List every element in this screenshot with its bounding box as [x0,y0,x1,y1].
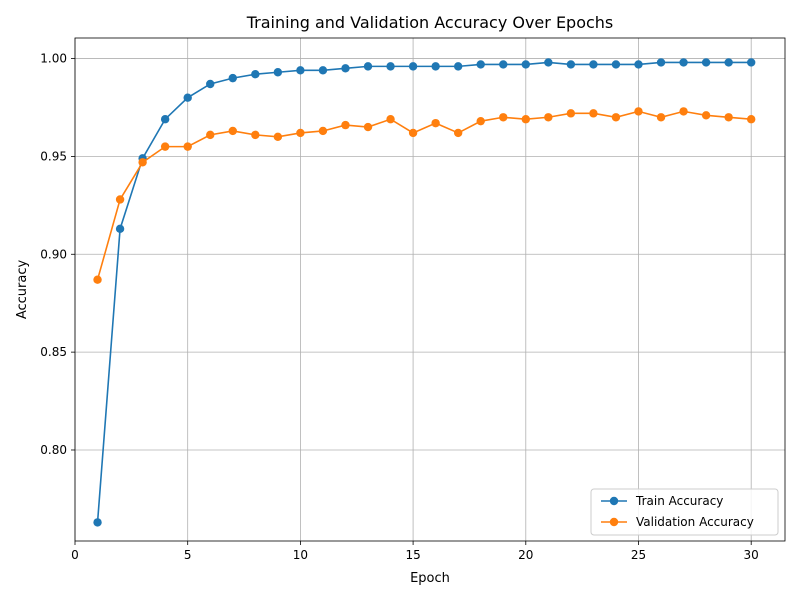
series-validation [93,107,756,284]
data-point [701,58,711,67]
legend-label: Train Accuracy [635,494,723,508]
legend-swatch-marker [609,517,619,527]
x-tick-label: 5 [184,548,192,562]
data-point [724,113,733,122]
legend-label: Validation Accuracy [636,515,754,529]
data-point [318,66,328,75]
data-point [138,158,147,167]
y-tick-label: 1.00 [40,52,67,66]
data-point [746,58,756,67]
data-point [544,58,553,67]
legend-swatch-marker [609,496,619,506]
data-point [206,79,215,89]
data-point [386,62,395,71]
data-point [521,115,530,124]
y-tick-label: 0.90 [40,247,67,261]
x-tick-label: 15 [405,548,420,562]
data-point [453,128,463,138]
x-axis-label: Epoch [410,571,450,586]
data-point [656,113,666,122]
data-point [634,107,643,116]
data-point [679,58,688,67]
plot-series [93,58,756,527]
data-point [408,62,418,71]
data-point [521,60,530,69]
data-point [431,62,440,71]
data-point [724,58,733,67]
x-tick-label: 0 [71,548,79,562]
data-point [341,64,350,73]
data-point [363,62,373,71]
data-point [701,111,711,120]
x-tick-label: 10 [293,548,308,562]
data-point [251,130,260,140]
data-point [476,60,485,69]
data-point [611,113,621,122]
legend: Train Accuracy Validation Accuracy [590,488,779,536]
data-point [296,128,305,138]
data-point [499,60,508,69]
legend-box [590,488,779,536]
data-point [566,109,576,118]
series-train [93,58,756,527]
data-point [341,120,350,130]
x-tick-label: 20 [518,548,533,562]
y-tick-label: 0.80 [40,443,67,457]
legend-swatch [601,496,627,506]
data-point [273,68,283,77]
x-tick-label: 30 [744,548,759,562]
grid [74,38,785,541]
data-point [499,113,508,122]
data-point [93,275,102,284]
data-point [273,132,283,142]
series-line [96,61,752,523]
data-point [206,130,215,140]
data-point [566,60,576,69]
data-point [183,142,192,151]
data-point [115,195,125,204]
data-point [589,109,598,118]
data-point [476,116,485,126]
y-tick-label: 0.85 [40,345,67,359]
data-point [386,115,395,124]
data-point [746,115,756,124]
data-point [589,60,598,69]
data-point [656,58,666,67]
data-point [228,73,237,83]
data-point [634,60,643,69]
data-point [431,118,440,128]
data-point [183,93,192,102]
data-point [160,115,170,124]
data-point [544,113,553,122]
x-tick-label: 25 [631,548,646,562]
x-axis-ticks: 0 5 10 15 20 25 30 [71,541,759,562]
data-point [228,126,237,136]
y-tick-label: 0.95 [40,149,67,163]
data-point [611,60,621,69]
y-axis-ticks: 0.80 0.85 0.90 0.95 1.00 [40,52,75,457]
chart-title: Training and Validation Accuracy Over Ep… [246,13,614,32]
y-axis-label: Accuracy [15,260,30,320]
plot-frame [74,37,786,542]
data-point [160,142,170,151]
data-point [453,62,463,71]
data-point [296,66,305,75]
data-point [408,128,418,138]
data-point [115,224,125,234]
data-point [93,518,102,527]
data-point [251,70,260,79]
data-point [363,122,373,132]
data-point [318,126,328,136]
data-point [679,107,688,116]
legend-swatch [601,517,627,527]
